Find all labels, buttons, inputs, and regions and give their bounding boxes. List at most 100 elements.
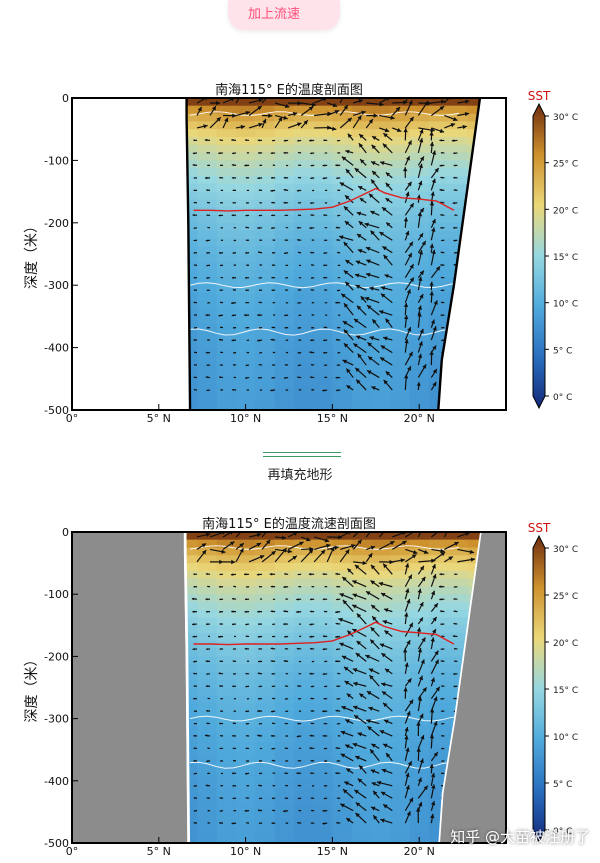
flow-arrow-head <box>206 189 209 192</box>
temperature-cell <box>313 394 333 403</box>
flow-arrow-head <box>322 809 325 812</box>
temperature-cell <box>351 371 372 380</box>
flow-arrow-head <box>352 580 357 585</box>
temperature-cell <box>390 176 411 185</box>
flow-arrow-head <box>284 214 287 217</box>
flow-arrow-head <box>310 722 313 725</box>
flow-arrow-head <box>232 660 235 662</box>
temperature-cell <box>332 804 353 813</box>
flow-arrow-head <box>324 685 326 688</box>
flow-arrow-head <box>259 202 261 204</box>
temperature-cell <box>274 811 295 821</box>
flow-arrow-head <box>352 628 357 633</box>
temperature-cell <box>274 144 295 154</box>
temperature-cell <box>186 121 198 130</box>
flow-arrow-head <box>233 239 235 242</box>
flow-arrow-head <box>272 252 274 254</box>
temperature-cell <box>409 578 430 588</box>
temperature-cell <box>235 757 256 766</box>
flow-arrow-head <box>269 572 273 576</box>
temperature-cell <box>255 324 276 333</box>
flow-arrow-head <box>355 802 361 807</box>
flow-arrow-head <box>244 809 247 812</box>
flow-arrow-head <box>337 326 339 329</box>
temperature-cell <box>197 796 218 805</box>
flow-arrow-head <box>323 326 326 329</box>
temperature-cell <box>390 601 411 611</box>
flow-arrow-head <box>283 809 286 813</box>
temperature-cell <box>332 773 353 782</box>
temperature-cell <box>390 105 411 115</box>
flow-arrow-head <box>355 812 360 818</box>
temperature-cell <box>186 633 198 642</box>
flow-arrow-head <box>346 368 351 373</box>
flow-arrow-head <box>284 635 287 638</box>
temperature-cell <box>351 710 372 720</box>
flow-arrow-head <box>245 623 248 626</box>
flow-arrow-head <box>324 585 326 588</box>
temperature-cell <box>197 394 218 403</box>
temperature-cell <box>428 687 449 696</box>
flow-arrow-head <box>336 697 339 700</box>
temperature-cell <box>216 215 237 224</box>
temperature-cell <box>313 238 333 247</box>
flow-arrow-head <box>258 151 260 154</box>
flow-arrow-head <box>429 763 434 769</box>
temperature-cell <box>235 371 256 380</box>
flow-arrow-head <box>310 364 313 366</box>
flow-arrow-head <box>258 122 263 127</box>
flow-arrow-head <box>434 167 439 173</box>
flow-arrow-head <box>417 212 423 217</box>
temperature-cell <box>409 238 430 247</box>
flow-arrow-head <box>310 772 313 775</box>
temperature-cell <box>409 394 430 403</box>
flow-arrow-head <box>380 160 385 166</box>
temperature-cell <box>313 324 333 333</box>
terrain-left <box>72 532 188 843</box>
temperature-cell <box>370 671 391 681</box>
temperature-cell <box>186 378 198 388</box>
flow-arrow-head <box>423 101 429 106</box>
temperature-cell <box>390 819 411 829</box>
temperature-cell <box>186 819 198 829</box>
temperature-cell <box>370 773 391 782</box>
flow-arrow-head <box>206 722 209 725</box>
temperature-cell <box>313 168 333 177</box>
temperature-cell <box>255 144 276 154</box>
temperature-cell <box>235 230 256 239</box>
flow-arrow-head <box>232 623 234 626</box>
flow-arrow-head <box>358 221 364 226</box>
flow-arrow-head <box>336 389 339 392</box>
temperature-cell <box>274 347 295 356</box>
temperature-cell <box>197 586 218 595</box>
temperature-cell <box>274 819 295 829</box>
flow-arrow-head <box>400 558 405 563</box>
flow-arrow-head <box>257 313 260 317</box>
temperature-cell <box>293 633 314 642</box>
temperature-cell <box>409 718 430 727</box>
flow-arrow-head <box>219 326 222 329</box>
temperature-cell <box>428 246 449 255</box>
flow-arrow-head <box>258 822 261 824</box>
flow-arrow-head <box>350 544 356 549</box>
flow-arrow-head <box>354 273 360 278</box>
temperature-cell <box>216 371 237 380</box>
flow-arrow-head <box>342 789 348 794</box>
flow-arrow-head <box>193 289 196 291</box>
add-flow-button[interactable]: 加上流速 <box>228 0 340 30</box>
temperature-cell <box>409 796 430 805</box>
temperature-cell <box>332 625 353 634</box>
temperature-cell <box>235 308 256 317</box>
flow-arrow-head <box>453 697 456 700</box>
flow-arrow-head <box>355 260 361 265</box>
flow-arrow-head <box>365 654 370 659</box>
flow-arrow-head <box>366 719 371 724</box>
flow-arrow-head <box>211 106 216 111</box>
flow-arrow-head <box>298 214 300 217</box>
temperature-cell <box>370 788 391 797</box>
temperature-cell <box>197 300 218 310</box>
flow-arrow-head <box>220 710 222 712</box>
flow-arrow-head <box>271 822 274 825</box>
flow-arrow-head <box>310 822 313 824</box>
temperature-cell <box>216 765 237 774</box>
